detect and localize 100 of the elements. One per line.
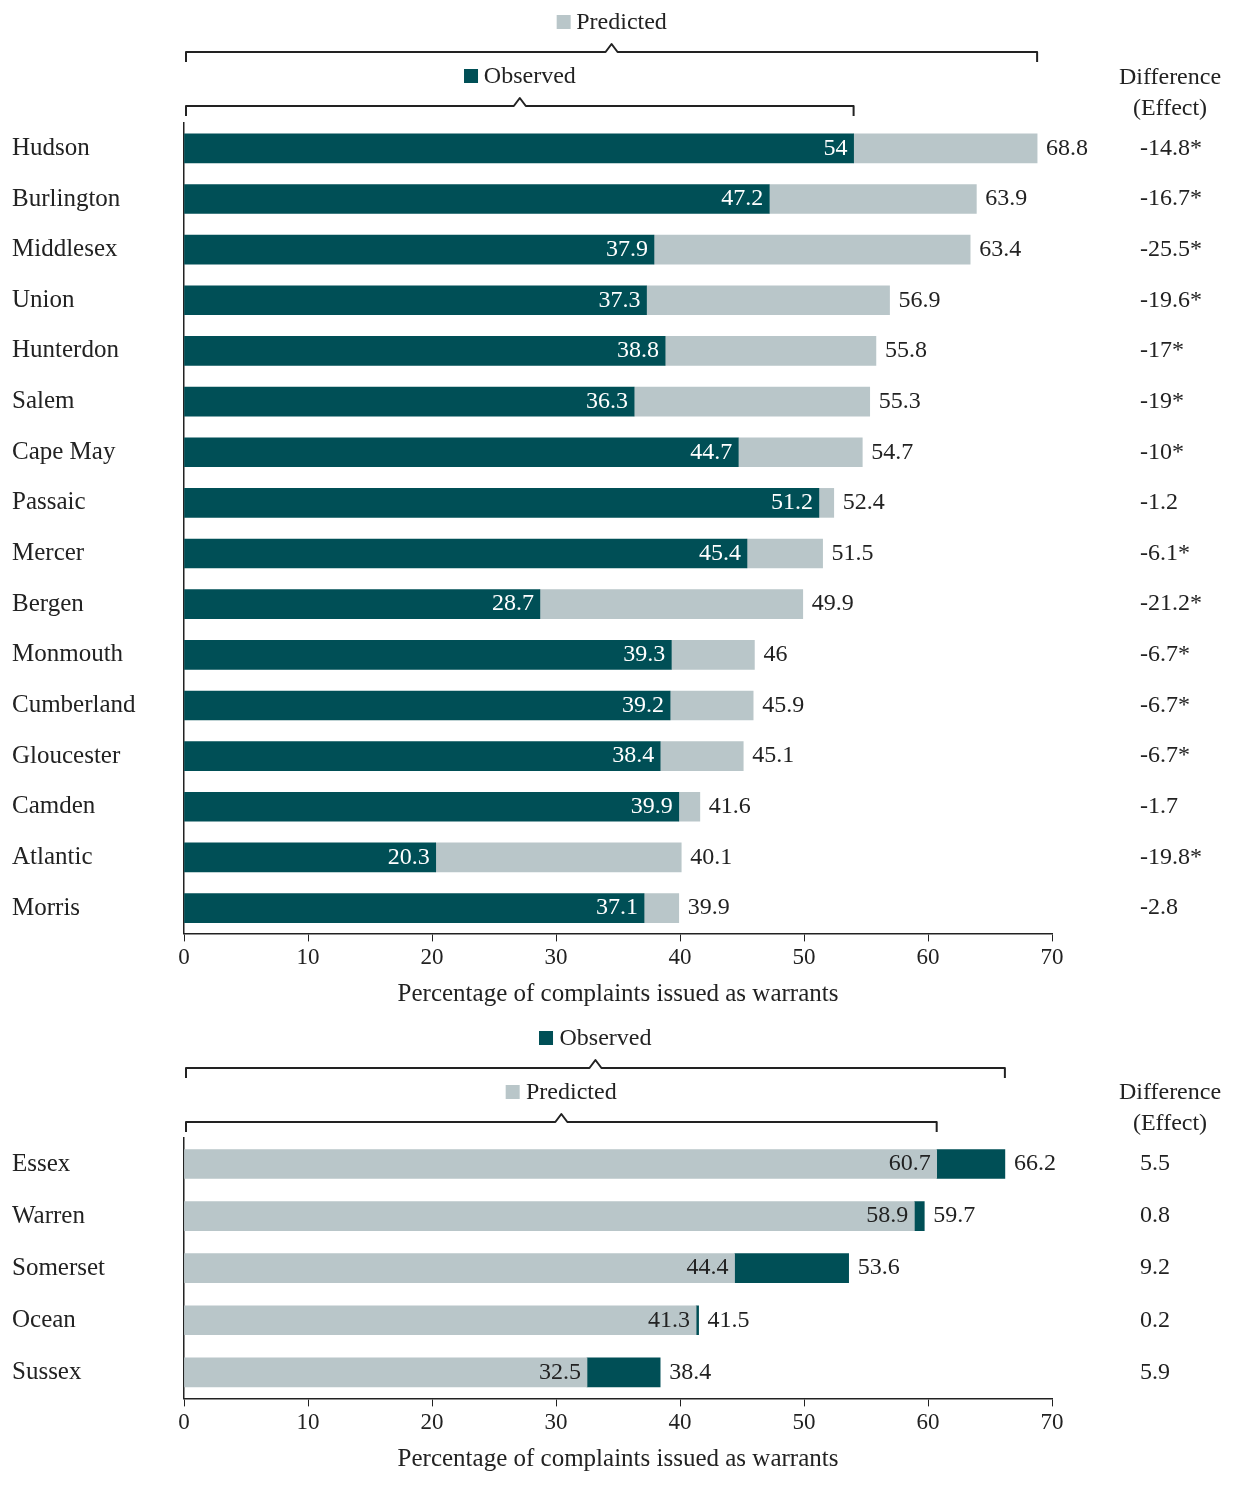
- data-label: 41.3: [648, 1305, 691, 1332]
- data-label: 44.4: [686, 1253, 729, 1280]
- text: 0.8: [1140, 1201, 1170, 1228]
- data-label: 58.9: [866, 1201, 909, 1228]
- data-label: 37.3: [598, 285, 641, 312]
- bar: [184, 184, 770, 214]
- y-tick-label: Bergen: [12, 588, 85, 616]
- x-axis-title: Percentage of complaints issued as warrants: [397, 1443, 839, 1471]
- bar: [184, 336, 666, 366]
- bar: [633, 386, 871, 417]
- y-tick-label: Ocean: [12, 1304, 77, 1332]
- text: 9.2: [1140, 1253, 1170, 1280]
- bar: [184, 1149, 938, 1179]
- legend-label: Predicted: [576, 8, 667, 36]
- data-label: 32.5: [539, 1357, 581, 1384]
- bar: [646, 285, 890, 316]
- total-label: 66.2: [1013, 1149, 1056, 1176]
- x-tick-label: 60: [916, 944, 940, 970]
- bar: [184, 437, 739, 468]
- bar: [184, 538, 748, 569]
- bar: [643, 893, 680, 923]
- bar: [936, 1149, 1006, 1179]
- data-label: 51.2: [770, 488, 813, 515]
- data-label: 28.7: [491, 589, 534, 616]
- bar: [184, 690, 671, 721]
- x-tick-label: 20: [420, 944, 444, 970]
- total-label: 46: [763, 640, 788, 667]
- x-tick-label: 0: [178, 944, 190, 970]
- bar: [670, 640, 755, 670]
- data-label: 39.3: [623, 640, 666, 667]
- data-label: 37.1: [596, 893, 639, 920]
- text: Difference (Effect): [1118, 62, 1222, 120]
- y-tick-label: Mercer: [12, 538, 85, 566]
- bar: [184, 386, 635, 417]
- total-label: 55.8: [884, 336, 927, 363]
- legend-label: Observed: [559, 1024, 652, 1052]
- y-tick-label: Somerset: [12, 1252, 106, 1280]
- data-label: 20.3: [387, 842, 430, 869]
- bar: [184, 842, 437, 873]
- total-label: 49.9: [811, 589, 854, 616]
- data-label: 39.9: [630, 792, 673, 819]
- data-label: 45.4: [698, 538, 741, 565]
- total-label: 63.4: [979, 234, 1022, 261]
- total-label: 41.5: [707, 1305, 750, 1332]
- bar: [184, 589, 541, 620]
- y-tick-label: Middlesex: [12, 234, 119, 262]
- bar: [695, 1305, 699, 1336]
- bar: [653, 234, 971, 265]
- text: Difference (Effect): [1118, 1078, 1222, 1136]
- text: 0.2: [1140, 1305, 1170, 1332]
- x-tick-label: 50: [792, 944, 816, 970]
- y-tick-label: Cumberland: [12, 690, 137, 718]
- bar: [914, 1201, 925, 1231]
- bar: [184, 234, 655, 265]
- text: -14.8*: [1140, 133, 1202, 160]
- x-tick-label: 40: [668, 1409, 692, 1435]
- text: -6.7*: [1140, 640, 1190, 667]
- x-tick-label: 50: [792, 1409, 816, 1435]
- total-label: 55.3: [878, 386, 921, 413]
- text: -1.2: [1140, 488, 1178, 515]
- bar: [768, 184, 977, 214]
- total-label: 52.4: [842, 488, 885, 515]
- y-tick-label: Warren: [12, 1200, 86, 1228]
- bar: [678, 791, 701, 822]
- text: 5.5: [1140, 1149, 1170, 1176]
- total-label: 40.1: [690, 842, 733, 869]
- bar: [184, 1357, 588, 1388]
- total-label: 45.9: [762, 690, 805, 717]
- bar: [737, 437, 863, 468]
- text: -1.7: [1140, 792, 1178, 819]
- y-tick-label: Hunterdon: [12, 335, 120, 363]
- legend-label: Observed: [483, 62, 576, 90]
- bar: [818, 488, 835, 518]
- x-axis-title: Percentage of complaints issued as warrants: [397, 978, 839, 1006]
- y-tick-label: Gloucester: [12, 740, 121, 768]
- total-label: 54.7: [871, 437, 914, 464]
- data-label: 60.7: [888, 1149, 931, 1176]
- y-tick-label: Burlington: [12, 183, 121, 211]
- x-tick-label: 30: [544, 944, 568, 970]
- text: -21.2*: [1140, 589, 1202, 616]
- bar: [184, 1253, 735, 1284]
- bar: [184, 133, 854, 164]
- text: -6.1*: [1140, 538, 1190, 565]
- bar: [184, 1201, 915, 1231]
- bar: [664, 336, 877, 366]
- y-tick-label: Cape May: [12, 436, 116, 464]
- y-tick-label: Atlantic: [12, 841, 93, 869]
- data-label: 54: [823, 133, 848, 160]
- y-tick-label: Salem: [12, 386, 76, 414]
- text: -10*: [1140, 437, 1184, 464]
- text: -2.8: [1140, 893, 1178, 920]
- total-label: 63.9: [985, 184, 1028, 211]
- text: -19.8*: [1140, 842, 1202, 869]
- total-label: 53.6: [857, 1253, 900, 1280]
- x-tick-label: 60: [916, 1409, 940, 1435]
- x-tick-label: 20: [420, 1409, 444, 1435]
- x-tick-label: 40: [668, 944, 692, 970]
- text: -6.7*: [1140, 741, 1190, 768]
- total-label: 45.1: [752, 741, 795, 768]
- text: -16.7*: [1140, 184, 1202, 211]
